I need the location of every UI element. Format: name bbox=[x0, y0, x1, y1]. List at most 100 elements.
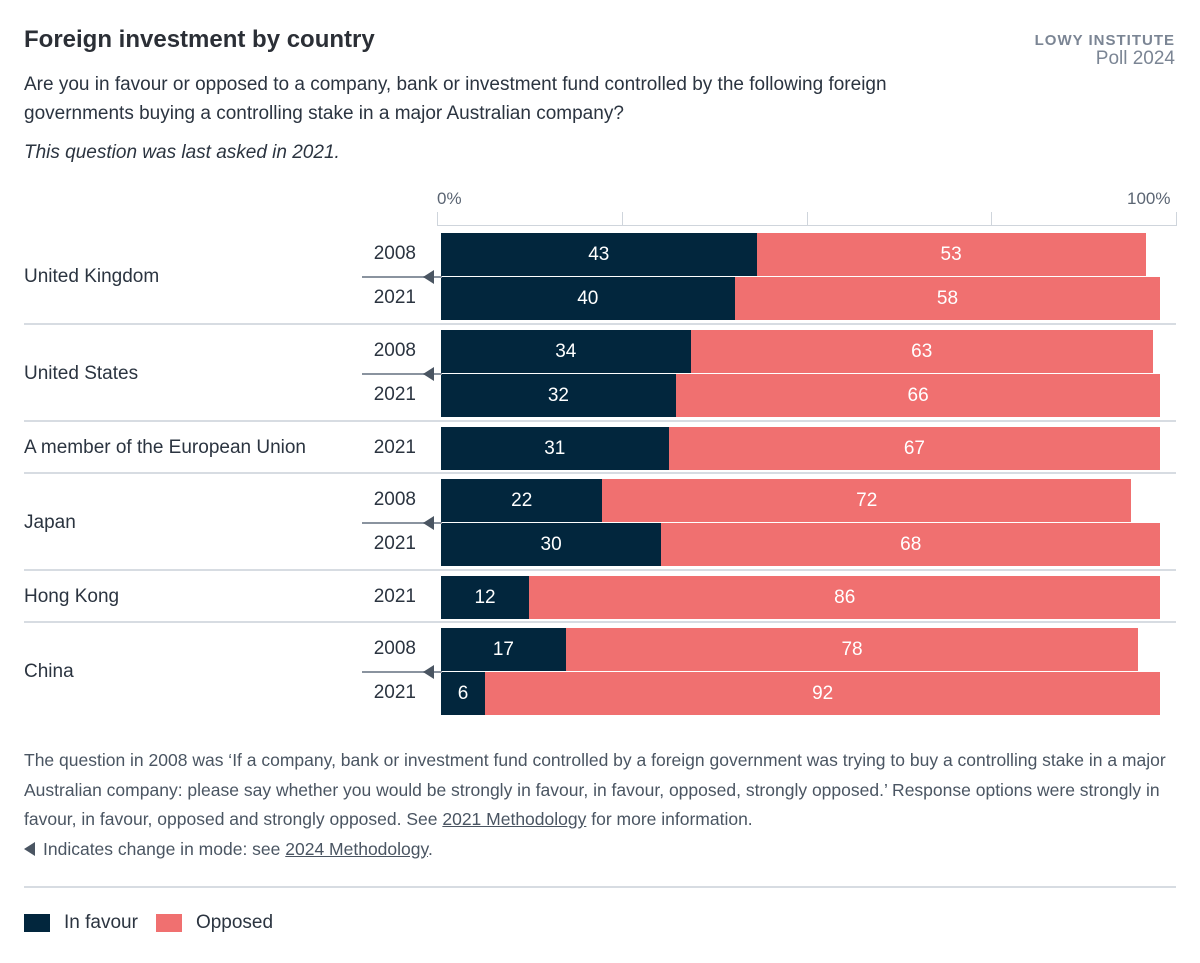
brand-name: LOWY INSTITUTE bbox=[1034, 32, 1175, 49]
year-label: 2008 bbox=[373, 340, 416, 361]
data-label: 66 bbox=[907, 384, 929, 406]
bar-opposed: 86 bbox=[529, 576, 1161, 619]
mode-change-line bbox=[362, 373, 442, 375]
bar-in-favour: 31 bbox=[441, 427, 669, 470]
data-label: 43 bbox=[588, 243, 610, 265]
data-label: 34 bbox=[555, 340, 577, 362]
year-label: 2008 bbox=[373, 489, 416, 510]
country-group: A member of the European Union 2021 31 67 bbox=[24, 427, 1176, 470]
mode-change-line bbox=[362, 522, 442, 524]
group-separator bbox=[24, 569, 1176, 571]
data-label: 92 bbox=[812, 682, 834, 704]
mode-note-end: . bbox=[427, 838, 433, 859]
divider bbox=[24, 886, 1176, 888]
mode-change-icon bbox=[24, 841, 35, 856]
footnote-text-end: for more information. bbox=[586, 809, 753, 829]
x-tick-label-0: 0% bbox=[437, 189, 462, 208]
data-label: 22 bbox=[511, 489, 533, 511]
bar-opposed: 63 bbox=[690, 330, 1153, 373]
legend-swatch-opposed bbox=[155, 914, 182, 932]
bar-in-favour: 17 bbox=[441, 628, 566, 671]
bar-opposed: 72 bbox=[602, 479, 1131, 522]
mode-note: Indicates change in mode: see bbox=[43, 838, 286, 859]
country-label: A member of the European Union bbox=[24, 437, 307, 458]
chart-note: This question was last asked in 2021. bbox=[24, 142, 340, 163]
mode-change-icon bbox=[423, 516, 434, 530]
bar-opposed: 92 bbox=[485, 672, 1161, 715]
data-label: 68 bbox=[900, 533, 922, 555]
x-gridline bbox=[806, 212, 808, 226]
country-group: Japan 2008 22 72 2021 30 68 bbox=[24, 479, 1176, 566]
legend-label-in-favour: In favour bbox=[64, 912, 138, 933]
data-label: 32 bbox=[547, 384, 569, 406]
country-group: United States 2008 34 63 2021 32 66 bbox=[24, 330, 1176, 417]
year-label: 2021 bbox=[373, 287, 416, 308]
data-label: 63 bbox=[911, 340, 933, 362]
legend-swatch-in-favour bbox=[24, 914, 50, 932]
methodology-2024-link[interactable]: 2024 Methodology bbox=[285, 838, 428, 859]
year-label: 2021 bbox=[373, 384, 416, 405]
group-separator bbox=[24, 472, 1176, 474]
data-label: 6 bbox=[457, 682, 469, 704]
x-gridline bbox=[991, 212, 993, 226]
bar-in-favour: 34 bbox=[441, 330, 691, 373]
year-label: 2008 bbox=[373, 243, 416, 264]
methodology-2021-link[interactable]: 2021 Methodology bbox=[442, 809, 587, 829]
x-gridline bbox=[437, 212, 438, 226]
year-label: 2021 bbox=[373, 533, 416, 554]
year-label: 2008 bbox=[373, 638, 416, 659]
mode-change-line bbox=[362, 671, 442, 673]
footnote: The question in 2008 was ‘If a company, … bbox=[24, 746, 1174, 864]
chart-subtitle: Are you in favour or opposed to a compan… bbox=[24, 74, 887, 124]
country-label: Hong Kong bbox=[24, 586, 120, 607]
data-label: 78 bbox=[841, 638, 863, 660]
group-separator bbox=[24, 621, 1176, 623]
bar-in-favour: 40 bbox=[441, 277, 735, 320]
legend-label-opposed: Opposed bbox=[195, 912, 274, 933]
country-label: Japan bbox=[24, 511, 76, 533]
bar-opposed: 66 bbox=[675, 374, 1161, 417]
legend: In favour Opposed bbox=[24, 912, 291, 934]
data-label: 58 bbox=[936, 287, 959, 309]
x-gridline bbox=[1176, 212, 1177, 226]
chart-title: Foreign investment by country bbox=[24, 26, 375, 53]
bar-in-favour: 6 bbox=[441, 672, 486, 715]
data-label: 67 bbox=[903, 437, 925, 459]
brand-logo: LOWY INSTITUTE Poll 2024 bbox=[1035, 32, 1175, 69]
bar-opposed: 68 bbox=[661, 523, 1161, 566]
bar-in-favour: 22 bbox=[441, 479, 603, 522]
mode-change-icon bbox=[423, 367, 434, 381]
group-separator bbox=[24, 323, 1176, 325]
data-label: 86 bbox=[834, 586, 856, 608]
data-label: 40 bbox=[577, 287, 599, 309]
country-group: China 2008 17 78 2021 6 92 bbox=[24, 628, 1176, 715]
data-label: 17 bbox=[492, 638, 514, 660]
bar-opposed: 78 bbox=[565, 628, 1139, 671]
brand-poll: Poll 2024 bbox=[1095, 48, 1175, 69]
x-gridline bbox=[621, 212, 623, 226]
bar-in-favour: 30 bbox=[441, 523, 662, 566]
data-label: 12 bbox=[474, 586, 496, 608]
year-label: 2021 bbox=[373, 437, 416, 458]
bar-in-favour: 43 bbox=[441, 233, 757, 276]
country-label: United States bbox=[24, 362, 139, 384]
country-group: Hong Kong 2021 12 86 bbox=[24, 576, 1176, 619]
data-label: 31 bbox=[544, 437, 566, 459]
bar-in-favour: 12 bbox=[441, 576, 530, 619]
bar-opposed: 53 bbox=[756, 233, 1146, 276]
bar-in-favour: 32 bbox=[441, 374, 676, 417]
mode-change-icon bbox=[423, 270, 434, 284]
data-label: 72 bbox=[856, 489, 878, 511]
mode-change-line bbox=[362, 276, 442, 278]
country-group: United Kingdom 2008 43 53 2021 40 58 bbox=[24, 233, 1176, 320]
year-label: 2021 bbox=[373, 682, 416, 703]
data-label: 30 bbox=[540, 533, 562, 555]
year-label: 2021 bbox=[373, 586, 416, 607]
mode-change-icon bbox=[423, 665, 434, 679]
country-label: China bbox=[24, 660, 74, 682]
bar-opposed: 67 bbox=[668, 427, 1161, 470]
bar-opposed: 58 bbox=[734, 277, 1161, 320]
data-label: 53 bbox=[940, 243, 962, 265]
group-separator bbox=[24, 420, 1176, 422]
